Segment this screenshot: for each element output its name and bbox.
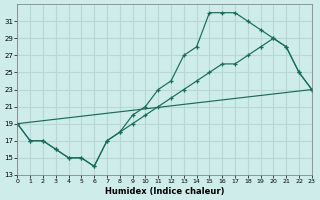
X-axis label: Humidex (Indice chaleur): Humidex (Indice chaleur) xyxy=(105,187,224,196)
